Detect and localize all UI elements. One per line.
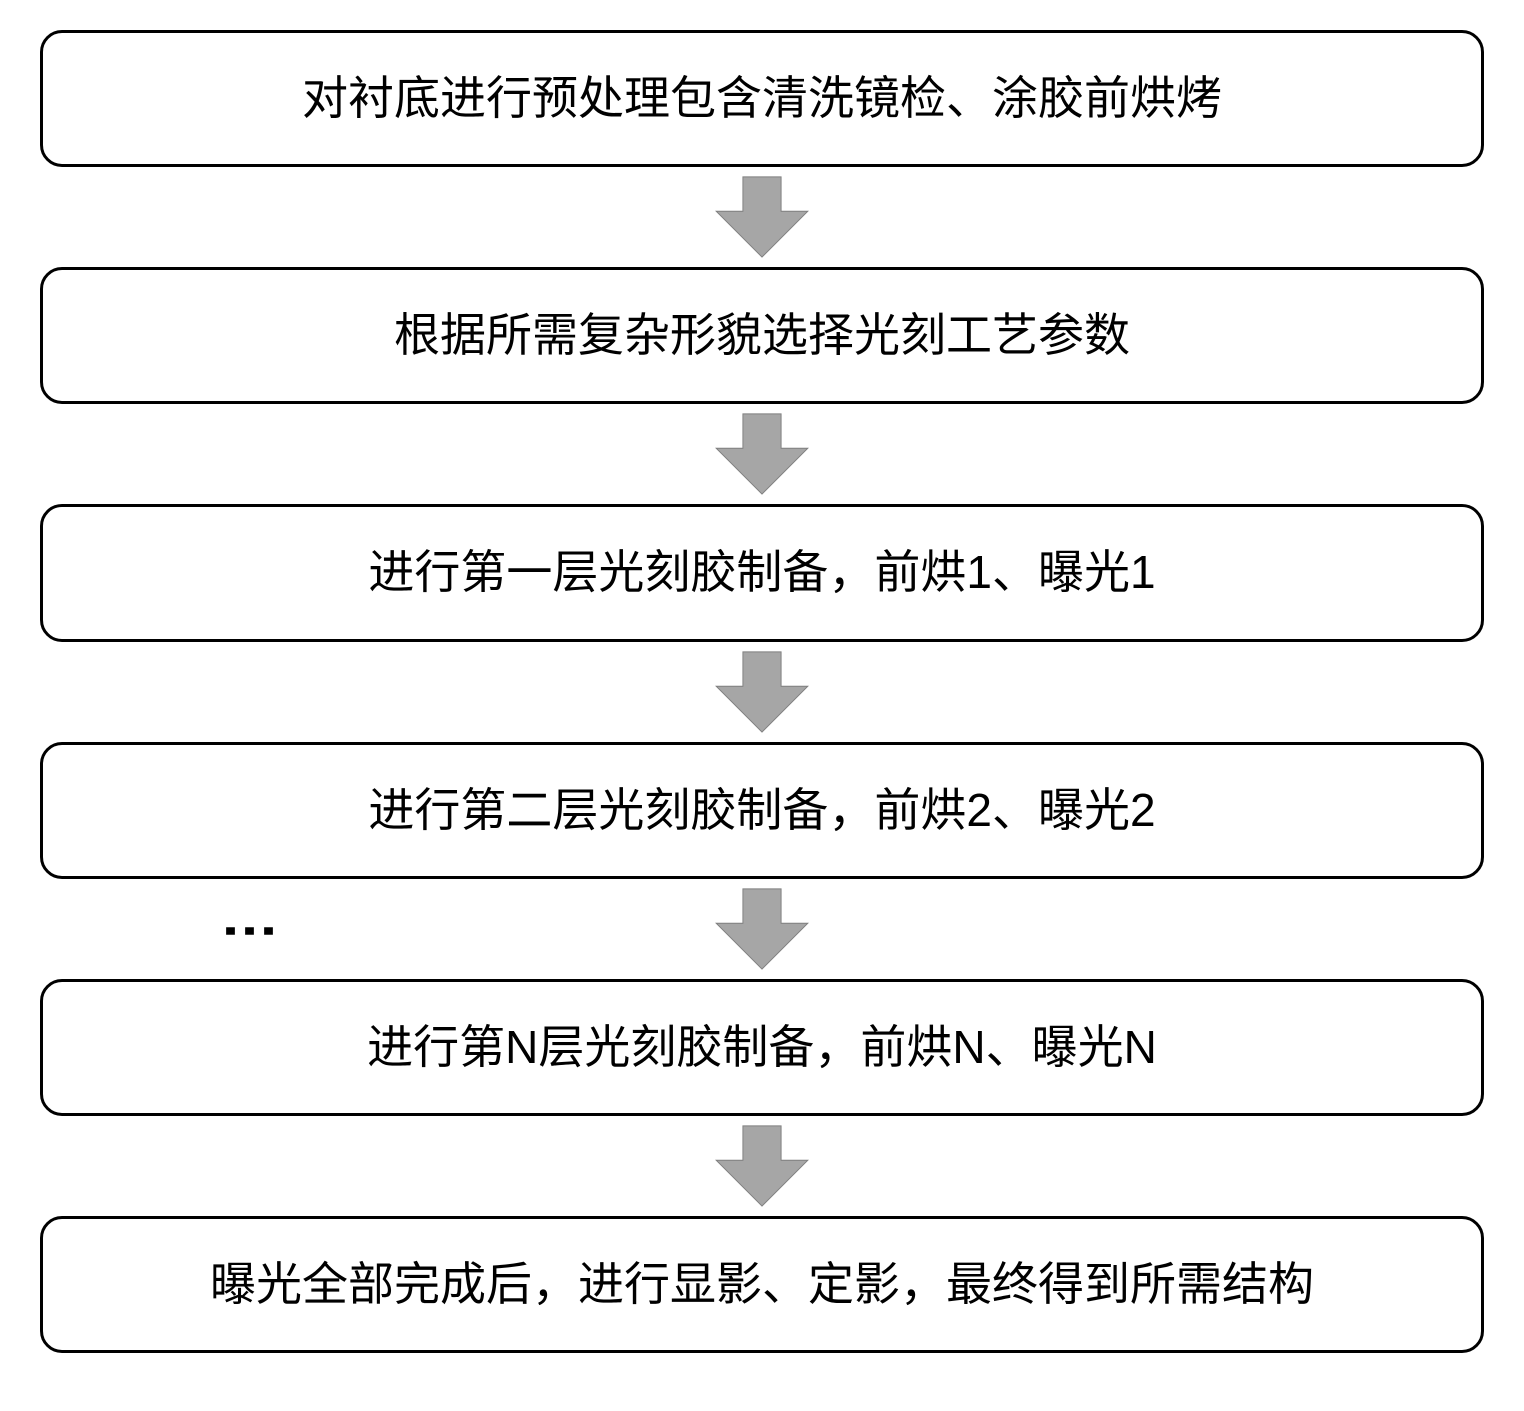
arrow-2	[714, 404, 810, 504]
ellipsis-dots: ⋮	[218, 903, 284, 961]
step-label: 对衬底进行预处理包含清洗镜检、涂胶前烘烤	[302, 72, 1222, 124]
down-arrow-icon	[714, 175, 810, 259]
down-arrow-icon	[714, 887, 810, 971]
step-label: 进行第N层光刻胶制备，前烘N、曝光N	[367, 1021, 1157, 1073]
step-box-6: 曝光全部完成后，进行显影、定影，最终得到所需结构	[40, 1216, 1484, 1353]
step-box-1: 对衬底进行预处理包含清洗镜检、涂胶前烘烤	[40, 30, 1484, 167]
arrow-5	[714, 1116, 810, 1216]
down-arrow-icon	[714, 412, 810, 496]
arrow-4: ⋮	[714, 879, 810, 979]
step-box-5: 进行第N层光刻胶制备，前烘N、曝光N	[40, 979, 1484, 1116]
step-box-4: 进行第二层光刻胶制备，前烘2、曝光2	[40, 742, 1484, 879]
arrow-3	[714, 642, 810, 742]
step-label: 进行第一层光刻胶制备，前烘1、曝光1	[368, 546, 1155, 598]
flowchart-container: 对衬底进行预处理包含清洗镜检、涂胶前烘烤 根据所需复杂形貌选择光刻工艺参数 进行…	[40, 30, 1484, 1353]
arrow-1	[714, 167, 810, 267]
step-label: 曝光全部完成后，进行显影、定影，最终得到所需结构	[210, 1258, 1314, 1310]
down-arrow-icon	[714, 1124, 810, 1208]
down-arrow-icon	[714, 650, 810, 734]
step-box-3: 进行第一层光刻胶制备，前烘1、曝光1	[40, 504, 1484, 641]
step-label: 进行第二层光刻胶制备，前烘2、曝光2	[368, 784, 1155, 836]
step-label: 根据所需复杂形貌选择光刻工艺参数	[394, 309, 1130, 361]
step-box-2: 根据所需复杂形貌选择光刻工艺参数	[40, 267, 1484, 404]
